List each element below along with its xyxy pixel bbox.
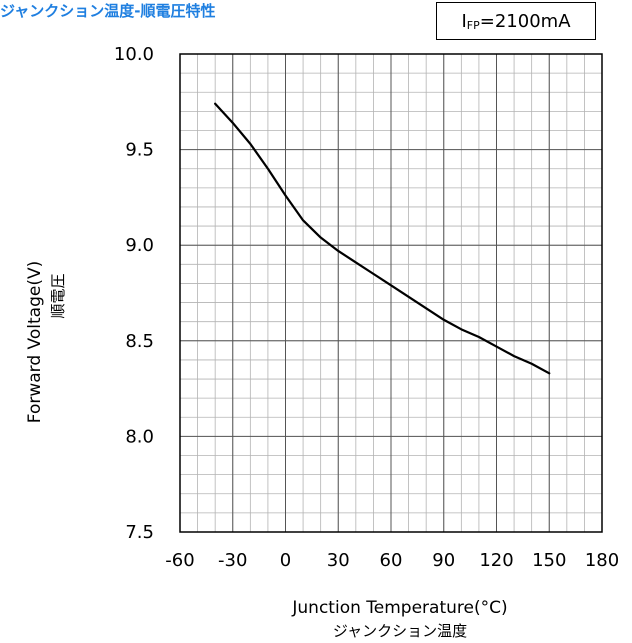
y-tick-label: 10.0 <box>114 44 154 65</box>
y-axis-label-jp: 順電圧 <box>49 273 67 318</box>
x-tick-label: -30 <box>218 550 247 571</box>
y-tick-label: 9.5 <box>125 140 154 161</box>
x-tick-label: 60 <box>380 550 403 571</box>
x-tick-labels: -60 -30 0 30 60 90 120 150 180 <box>165 550 619 571</box>
y-tick-label: 8.0 <box>125 426 154 447</box>
y-tick-label: 8.5 <box>125 331 154 352</box>
x-tick-label: 0 <box>280 550 291 571</box>
condition-current-symbol: I <box>461 10 467 32</box>
chart-title: ジャンクション温度-順電圧特性 <box>0 2 216 20</box>
series-line-0 <box>214 102 551 375</box>
y-tick-labels: 7.5 8.0 8.5 9.0 9.5 10.0 <box>114 44 154 543</box>
x-tick-label: 120 <box>479 550 513 571</box>
plot-border <box>179 53 603 533</box>
major-grid <box>179 53 603 533</box>
x-axis-label-jp: ジャンクション温度 <box>333 622 467 640</box>
x-axis-label: Junction Temperature(°C) <box>291 598 507 618</box>
y-tick-label: 9.0 <box>125 235 154 256</box>
x-tick-label: -60 <box>165 550 194 571</box>
y-axis-label: Forward Voltage(V) <box>25 261 45 423</box>
y-tick-label: 7.5 <box>125 522 154 543</box>
condition-box: I FP =2100mA <box>436 2 596 40</box>
x-tick-label: 180 <box>585 550 619 571</box>
x-tick-label: 90 <box>432 550 455 571</box>
series-layer <box>214 102 551 375</box>
condition-current-subscript: FP <box>466 18 480 32</box>
x-tick-label: 30 <box>327 550 350 571</box>
x-tick-label: 150 <box>532 550 566 571</box>
condition-current-value: =2100mA <box>479 10 571 32</box>
plot-frame <box>179 53 603 533</box>
